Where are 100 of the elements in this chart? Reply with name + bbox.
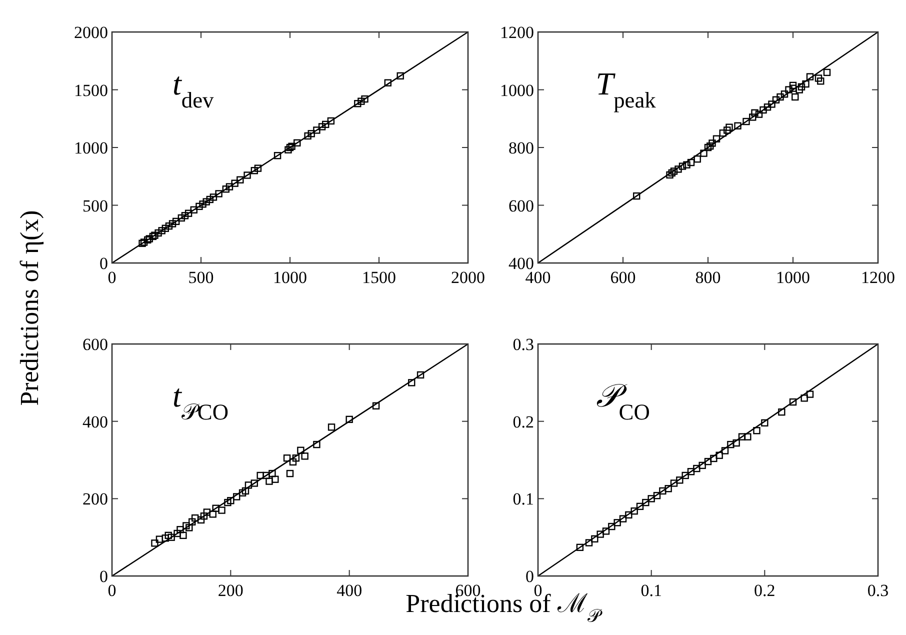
point [322,120,330,128]
point [416,371,424,379]
point [596,530,604,538]
point [191,514,199,522]
point [158,227,166,234]
point [165,222,173,230]
point [162,224,169,232]
text: t$_{dev}$ [172,65,215,112]
point [174,530,181,538]
point [188,518,196,526]
point [181,212,189,220]
point [408,379,416,386]
point [602,528,610,535]
point [642,498,650,506]
point [215,190,222,198]
y-tick-label: 0.2 [512,412,534,432]
x-tick-label: 0.3 [867,581,889,600]
point [666,171,674,179]
y-axis-title: Predictions of η(x) [15,210,44,406]
point [274,152,282,160]
x-tick-label: 1000 [776,268,810,287]
point [172,218,180,226]
point [304,132,312,140]
point [308,130,315,138]
point [800,394,808,402]
point [798,83,806,90]
point [289,458,297,466]
point [384,79,392,86]
point [313,126,320,134]
point [789,398,797,406]
point [724,126,731,134]
point [726,124,733,131]
point [197,516,205,524]
point [254,164,262,172]
point [806,73,814,80]
point [301,452,308,460]
point [178,214,186,222]
point [700,150,708,157]
point [751,109,758,116]
point [585,539,593,546]
y-tick-label: 0 [100,567,108,586]
point [286,470,294,478]
x-tick-label: 500 [188,268,214,287]
x-tick-label: 800 [695,268,721,287]
x-tick-label: 0.1 [640,581,662,600]
point [210,194,218,201]
point [222,185,230,193]
x-tick-label: 2000 [451,268,485,287]
y-tick-label: 0.3 [512,335,534,354]
point [659,487,666,495]
point [591,535,598,542]
point [780,90,788,98]
point [693,464,700,472]
point [203,508,211,516]
point [806,390,814,398]
point [164,532,172,539]
point [668,169,676,177]
point [244,482,252,489]
point [256,472,264,480]
point [154,229,162,237]
x-tick-label: 200 [218,581,244,600]
point [576,544,584,551]
point [372,402,380,410]
point [792,93,799,101]
point [186,524,193,532]
point [190,206,198,214]
y-tick-label: 400 [82,412,108,432]
point [200,512,208,520]
y-tick-label: 1000 [500,80,534,100]
point [674,166,682,173]
point [716,452,723,459]
point [149,232,157,240]
point [206,196,214,204]
point [768,100,776,108]
point [608,522,616,530]
x-tick-label: 400 [336,581,362,600]
point [694,155,701,163]
point [719,129,726,137]
point [704,458,712,466]
point [721,447,729,454]
point [749,114,756,121]
point [704,144,712,152]
point [294,139,301,146]
point [202,198,210,206]
y-tick-label: 1000 [74,138,108,158]
point [227,497,234,504]
point [698,462,706,470]
point [742,118,750,126]
point [224,498,232,506]
point [327,117,335,125]
point [676,476,684,484]
point [823,68,831,76]
point [286,144,294,152]
text: T$_{peak}$ [596,65,657,112]
x-tick-label: 600 [610,268,636,287]
point [706,142,714,150]
point [683,161,690,168]
point [313,440,320,448]
point [802,80,810,88]
point [664,485,672,492]
